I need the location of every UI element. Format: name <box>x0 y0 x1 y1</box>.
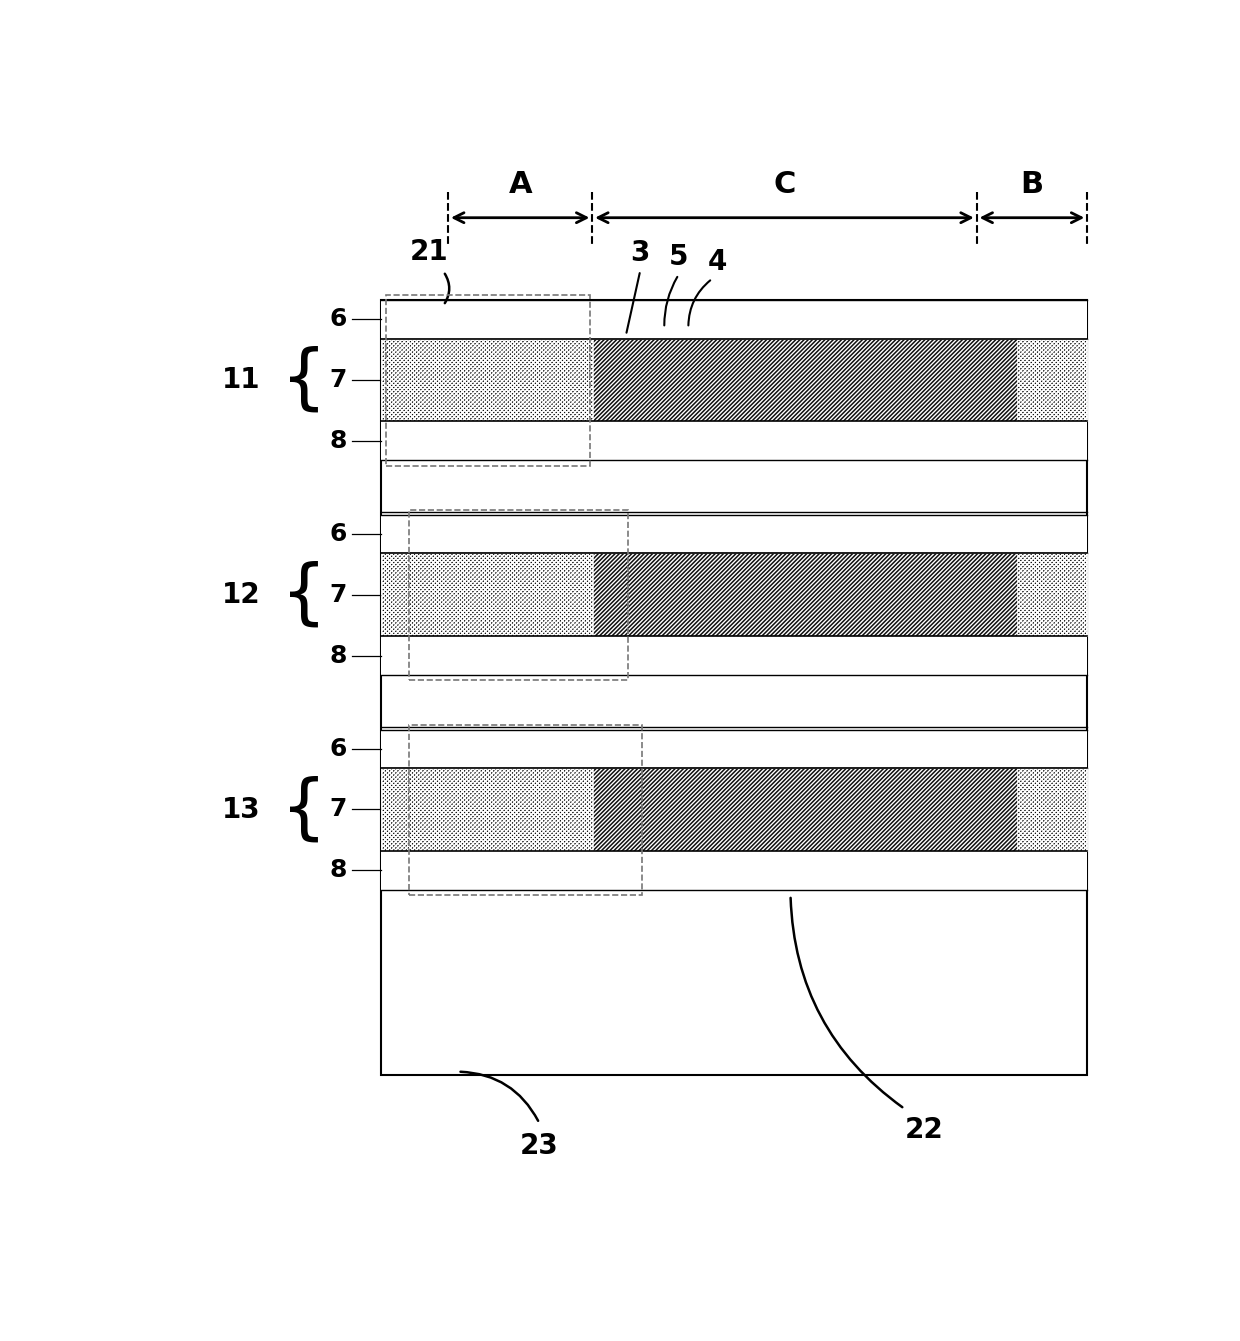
Text: C: C <box>774 170 796 198</box>
Bar <box>1017 554 1087 636</box>
Text: 21: 21 <box>409 239 448 267</box>
Bar <box>381 515 1087 554</box>
Text: 6: 6 <box>330 307 347 331</box>
Bar <box>381 338 1087 421</box>
Text: 22: 22 <box>904 1116 944 1144</box>
Text: 4: 4 <box>708 248 727 275</box>
Text: 8: 8 <box>330 644 347 668</box>
Bar <box>381 768 1087 850</box>
Bar <box>381 554 593 636</box>
Text: 5: 5 <box>670 244 688 271</box>
Text: 7: 7 <box>330 798 347 822</box>
Text: 7: 7 <box>330 367 347 392</box>
Text: 8: 8 <box>330 858 347 882</box>
Bar <box>381 421 1087 460</box>
Bar <box>381 768 593 850</box>
Text: 3: 3 <box>631 239 650 267</box>
Bar <box>381 730 1087 768</box>
Text: 23: 23 <box>520 1132 559 1160</box>
Text: 11: 11 <box>222 366 260 394</box>
Bar <box>381 338 593 421</box>
Text: 6: 6 <box>330 738 347 760</box>
Text: 12: 12 <box>222 581 260 609</box>
Text: {: { <box>281 775 327 845</box>
Bar <box>381 636 1087 675</box>
Bar <box>381 554 1087 636</box>
Text: 13: 13 <box>222 797 260 823</box>
Bar <box>1017 768 1087 850</box>
Bar <box>381 554 1087 636</box>
Text: 7: 7 <box>330 582 347 606</box>
Bar <box>386 295 590 465</box>
Text: {: { <box>281 561 327 630</box>
Bar <box>381 850 1087 890</box>
Text: 6: 6 <box>330 522 347 546</box>
Text: B: B <box>1021 170 1044 198</box>
Bar <box>409 724 642 894</box>
Text: {: { <box>281 346 327 414</box>
Text: 8: 8 <box>330 429 347 453</box>
Bar <box>381 338 1087 421</box>
Bar <box>381 768 1087 850</box>
Text: A: A <box>508 170 532 198</box>
Bar <box>409 510 627 680</box>
Bar <box>381 300 1087 1074</box>
Bar <box>1017 338 1087 421</box>
Bar <box>381 300 1087 338</box>
